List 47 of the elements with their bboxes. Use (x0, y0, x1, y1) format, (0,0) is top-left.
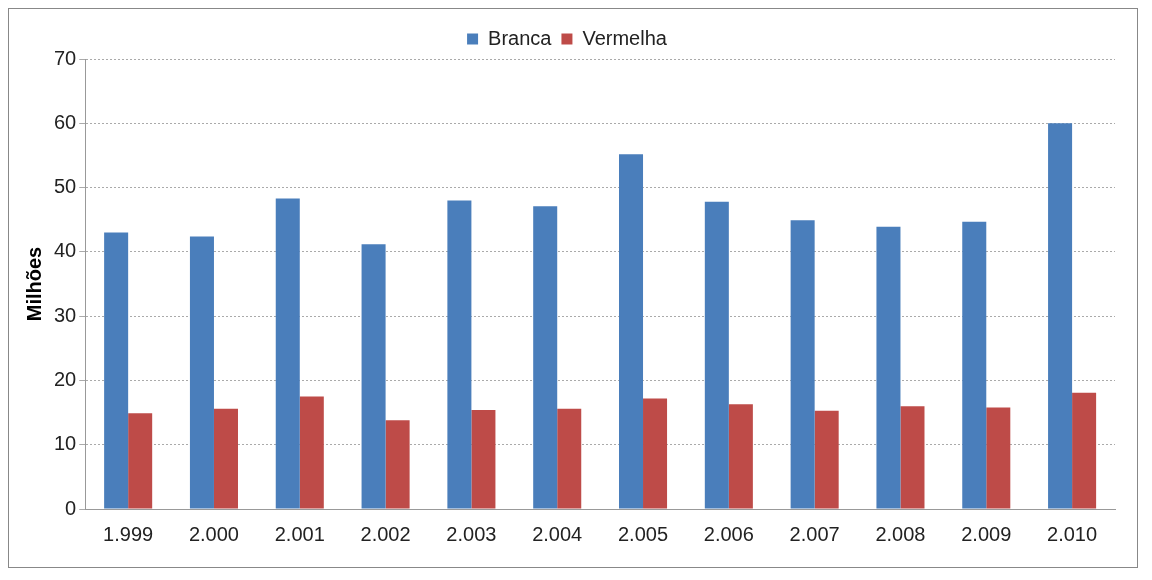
y-tick-label: 50 (54, 175, 77, 198)
bar (619, 154, 644, 509)
x-tick-label: 2.006 (703, 522, 754, 545)
bar (471, 410, 496, 509)
y-tick-label: 20 (54, 367, 77, 390)
bar (275, 198, 300, 509)
bar (299, 396, 324, 509)
bar (728, 404, 753, 509)
bar (790, 220, 815, 509)
x-tick-label: 2.000 (188, 522, 239, 545)
x-tick-label: 2.009 (961, 522, 1012, 545)
bar (1048, 123, 1073, 509)
x-tick-label: 2.008 (875, 522, 926, 545)
legend-label: Vermelha (582, 26, 668, 49)
y-tick-label: 0 (65, 496, 77, 519)
bar (128, 413, 153, 509)
bar (900, 406, 925, 509)
x-tick-label: 2.005 (618, 522, 669, 545)
bar (104, 232, 129, 509)
y-tick-label: 30 (54, 303, 77, 326)
bar (557, 408, 582, 509)
x-tick-label: 2.001 (274, 522, 325, 545)
legend-label: Branca (488, 26, 553, 49)
bar (213, 408, 238, 509)
bar (643, 398, 668, 509)
y-tick-label: 70 (54, 46, 77, 69)
y-tick-label: 10 (54, 432, 77, 455)
bar (533, 206, 558, 509)
x-tick-label: 2.007 (789, 522, 840, 545)
y-tick-label: 40 (54, 239, 77, 262)
bar (1072, 392, 1097, 509)
bar (814, 410, 839, 509)
x-tick-label: 2.003 (446, 522, 497, 545)
bar (704, 201, 729, 509)
x-tick-label: 2.010 (1047, 522, 1098, 545)
bar (447, 200, 472, 509)
y-tick-label: 60 (54, 110, 77, 133)
x-tick-label: 1.999 (103, 522, 154, 545)
x-tick-label: 2.004 (532, 522, 583, 545)
y-axis-title: Milhões (22, 246, 45, 322)
bar (361, 244, 386, 509)
x-tick-label: 2.002 (360, 522, 411, 545)
bar (876, 226, 901, 509)
bar (986, 407, 1011, 509)
bar (385, 420, 410, 509)
bar (962, 221, 987, 509)
bar (189, 236, 214, 509)
